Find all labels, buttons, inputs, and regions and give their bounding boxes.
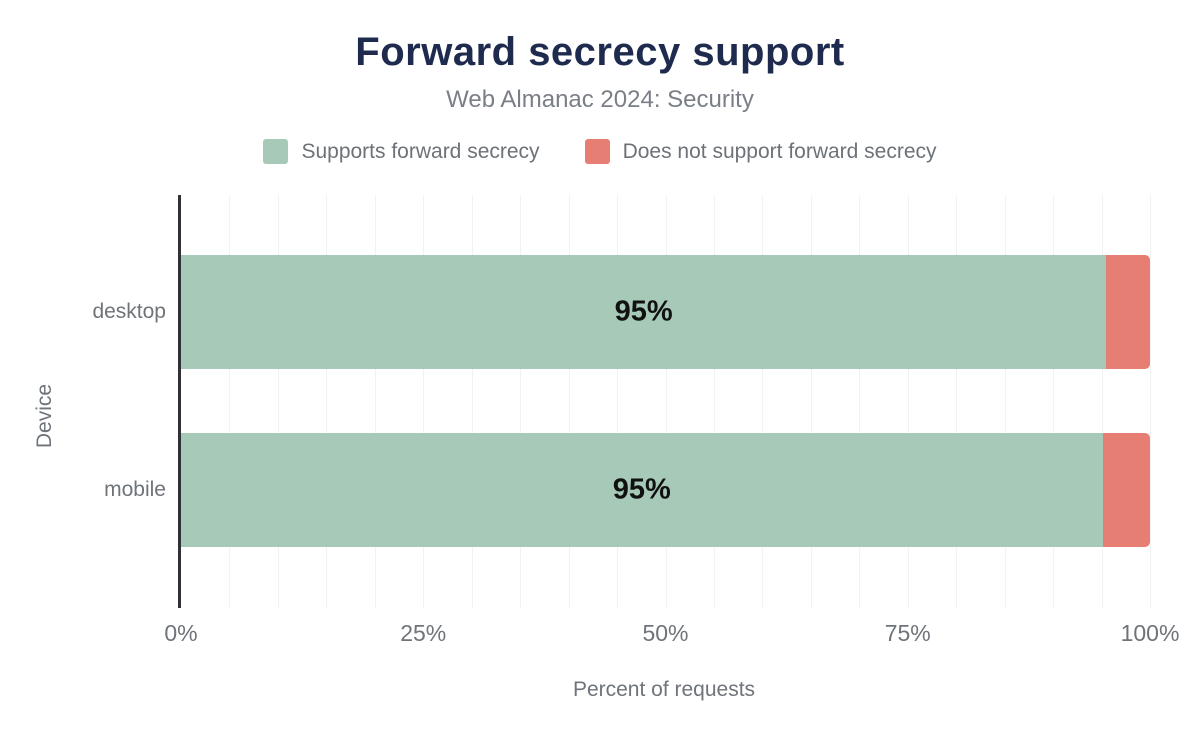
bar-value-label: 95% <box>612 473 671 506</box>
gridline <box>1053 195 1055 608</box>
category-label-mobile: mobile <box>104 478 166 501</box>
gridline <box>568 195 570 608</box>
gridline <box>1004 195 1006 608</box>
x-tick-label: 100% <box>1120 620 1180 646</box>
bar-segment-supports-desktop[interactable] <box>181 255 1107 369</box>
gridline <box>374 195 376 608</box>
x-tick-label: 25% <box>400 620 447 646</box>
gridline <box>326 195 328 608</box>
gridline <box>956 195 958 608</box>
gridline <box>471 195 473 608</box>
gridline <box>713 195 715 608</box>
gridline <box>423 195 425 608</box>
gridline <box>229 195 231 608</box>
x-tick-label: 75% <box>884 620 931 646</box>
bar-row-mobile: 95% <box>181 433 1150 547</box>
legend-label: Supports forward secrecy <box>301 139 540 163</box>
legend-item-supports[interactable]: Supports forward secrecy <box>263 139 540 164</box>
x-tick-label: 0% <box>164 620 198 646</box>
chart-title: Forward secrecy support <box>355 30 845 74</box>
chart-subtitle: Web Almanac 2024: Security <box>446 86 754 113</box>
gridline <box>859 195 861 608</box>
plot-area: 0% 25% 50% 75% 100% 95% 95% <box>164 195 1179 646</box>
y-axis-title: Device <box>33 383 56 449</box>
x-axis-title: Percent of requests <box>572 678 756 701</box>
bar-value-label: 95% <box>614 295 673 328</box>
legend-swatch-supports-icon <box>263 139 289 164</box>
legend-label: Does not support forward secrecy <box>622 139 937 163</box>
gridline <box>520 195 522 608</box>
gridline <box>907 195 909 608</box>
gridline <box>762 195 764 608</box>
gridline <box>1101 195 1103 608</box>
legend-item-does-not-support[interactable]: Does not support forward secrecy <box>584 139 937 164</box>
gridline <box>1150 195 1151 608</box>
bar-segment-does-not-support-desktop[interactable] <box>1106 255 1150 369</box>
gridline <box>277 195 279 608</box>
category-label-desktop: desktop <box>92 300 166 323</box>
legend: Supports forward secrecy Does not suppor… <box>0 139 1200 164</box>
x-tick-label: 50% <box>642 620 689 646</box>
gridline <box>665 195 667 608</box>
bar-segment-supports-mobile[interactable] <box>181 433 1103 547</box>
bar-row-desktop: 95% <box>181 255 1150 369</box>
legend-swatch-does-not-support-icon <box>584 139 610 164</box>
bar-segment-does-not-support-mobile[interactable] <box>1102 433 1150 547</box>
gridline <box>617 195 619 608</box>
gridline <box>810 195 812 608</box>
